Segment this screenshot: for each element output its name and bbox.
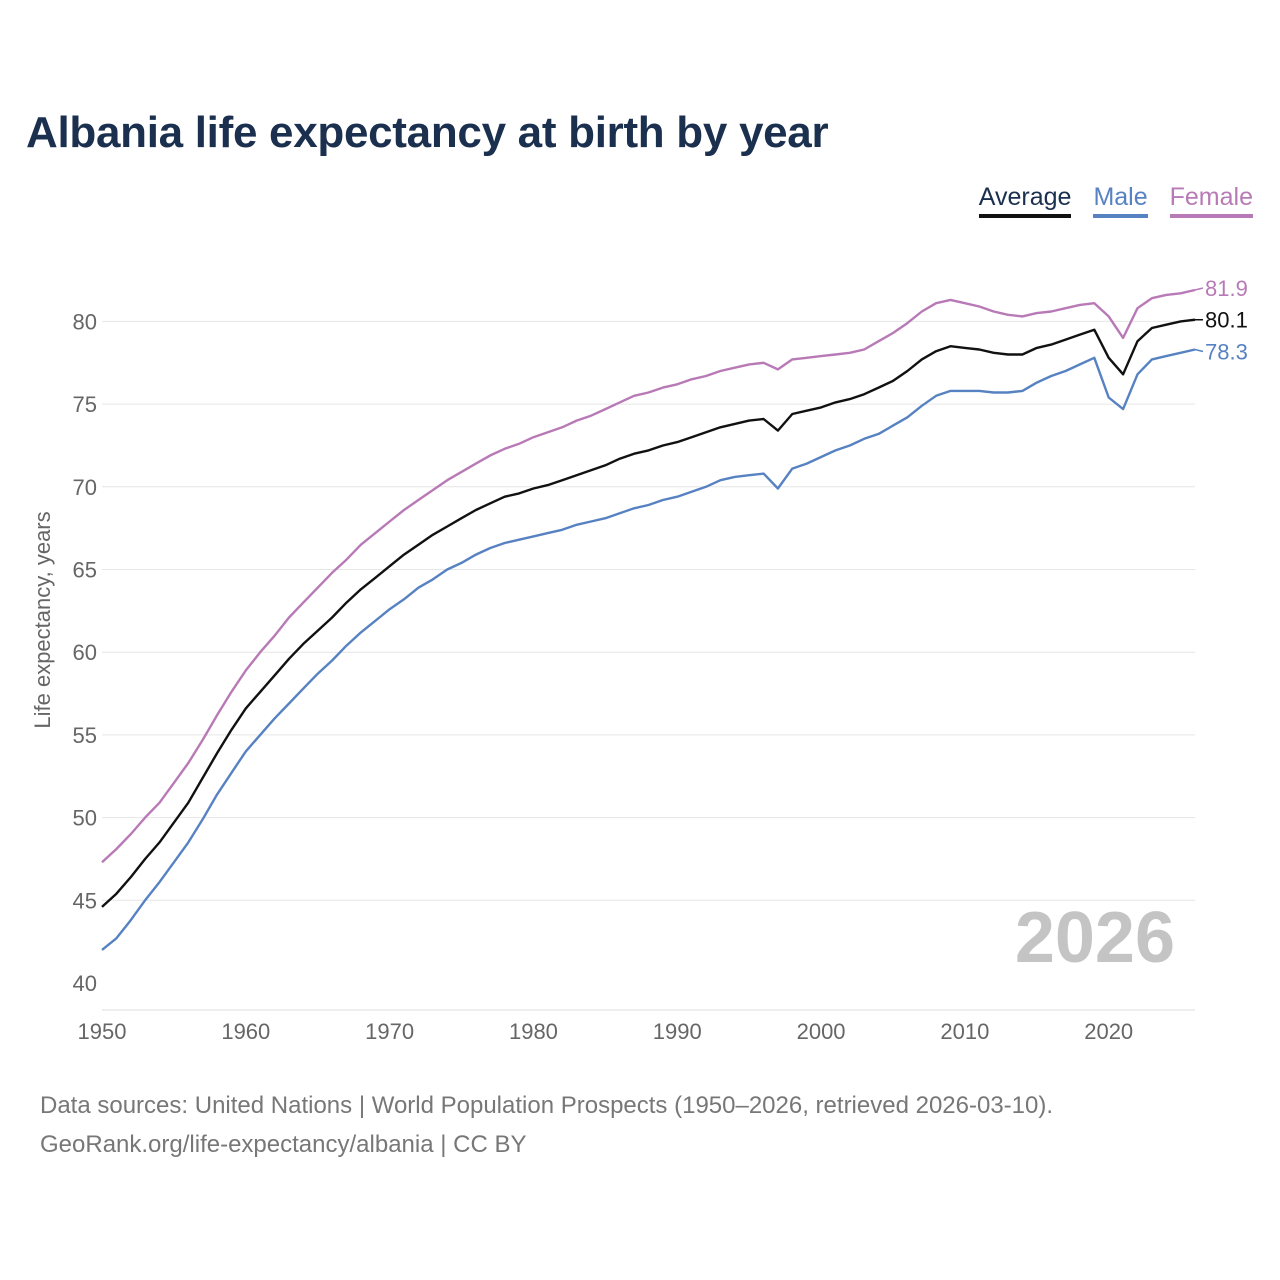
y-tick-label-80: 80 [73, 309, 97, 334]
source-note: Data sources: United Nations | World Pop… [40, 1086, 1053, 1164]
y-tick-label-75: 75 [73, 392, 97, 417]
x-tick-label-1970: 1970 [365, 1019, 414, 1044]
y-axis-ticks: 40 45 50 55 60 65 70 75 80 [73, 309, 97, 996]
chart-title: Albania life expectancy at birth by year [26, 108, 829, 157]
end-label-average: 80.1 [1205, 308, 1248, 333]
end-label-connector-male [1194, 348, 1204, 353]
series-line-average [101, 318, 1196, 908]
legend-item-female[interactable]: Female [1169, 183, 1253, 218]
series-lines [101, 288, 1196, 951]
series-line-female [101, 288, 1196, 864]
x-tick-label-2010: 2010 [940, 1019, 989, 1044]
y-tick-label-60: 60 [73, 640, 97, 665]
series-end-labels: 80.1 78.3 81.9 [1194, 276, 1248, 365]
legend-item-average[interactable]: Average [978, 183, 1072, 218]
x-tick-label-1960: 1960 [221, 1019, 270, 1044]
end-label-female: 81.9 [1205, 276, 1248, 301]
y-tick-label-70: 70 [73, 475, 97, 500]
y-tick-label-55: 55 [73, 723, 97, 748]
x-tick-label-2000: 2000 [797, 1019, 846, 1044]
y-tick-label-65: 65 [73, 558, 97, 583]
y-tick-label-50: 50 [73, 806, 97, 831]
x-tick-label-1980: 1980 [509, 1019, 558, 1044]
x-tick-label-1950: 1950 [78, 1019, 127, 1044]
y-axis-label: Life expectancy, years [30, 511, 55, 728]
y-tick-label-40: 40 [73, 971, 97, 996]
line-chart: 40 45 50 55 60 65 70 75 80 1950 1960 1970 1980 1990 2… [30, 276, 1248, 1044]
grid-lines [102, 320, 1195, 1011]
year-watermark: 2026 [1015, 898, 1175, 978]
end-label-male: 78.3 [1205, 340, 1248, 365]
legend-item-male[interactable]: Male [1093, 183, 1148, 218]
end-label-connector-female [1194, 287, 1204, 291]
series-line-male [101, 348, 1196, 951]
x-axis-ticks: 1950 1960 1970 1980 1990 2000 2010 2020 [78, 1019, 1134, 1044]
source-line-1: Data sources: United Nations | World Pop… [40, 1092, 1054, 1119]
legend: Average Male Female [978, 183, 1253, 218]
y-tick-label-45: 45 [73, 888, 97, 913]
source-line-2[interactable]: GeoRank.org/life-expectancy/albania | CC… [40, 1131, 527, 1158]
x-tick-label-1990: 1990 [653, 1019, 702, 1044]
x-tick-label-2020: 2020 [1084, 1019, 1133, 1044]
